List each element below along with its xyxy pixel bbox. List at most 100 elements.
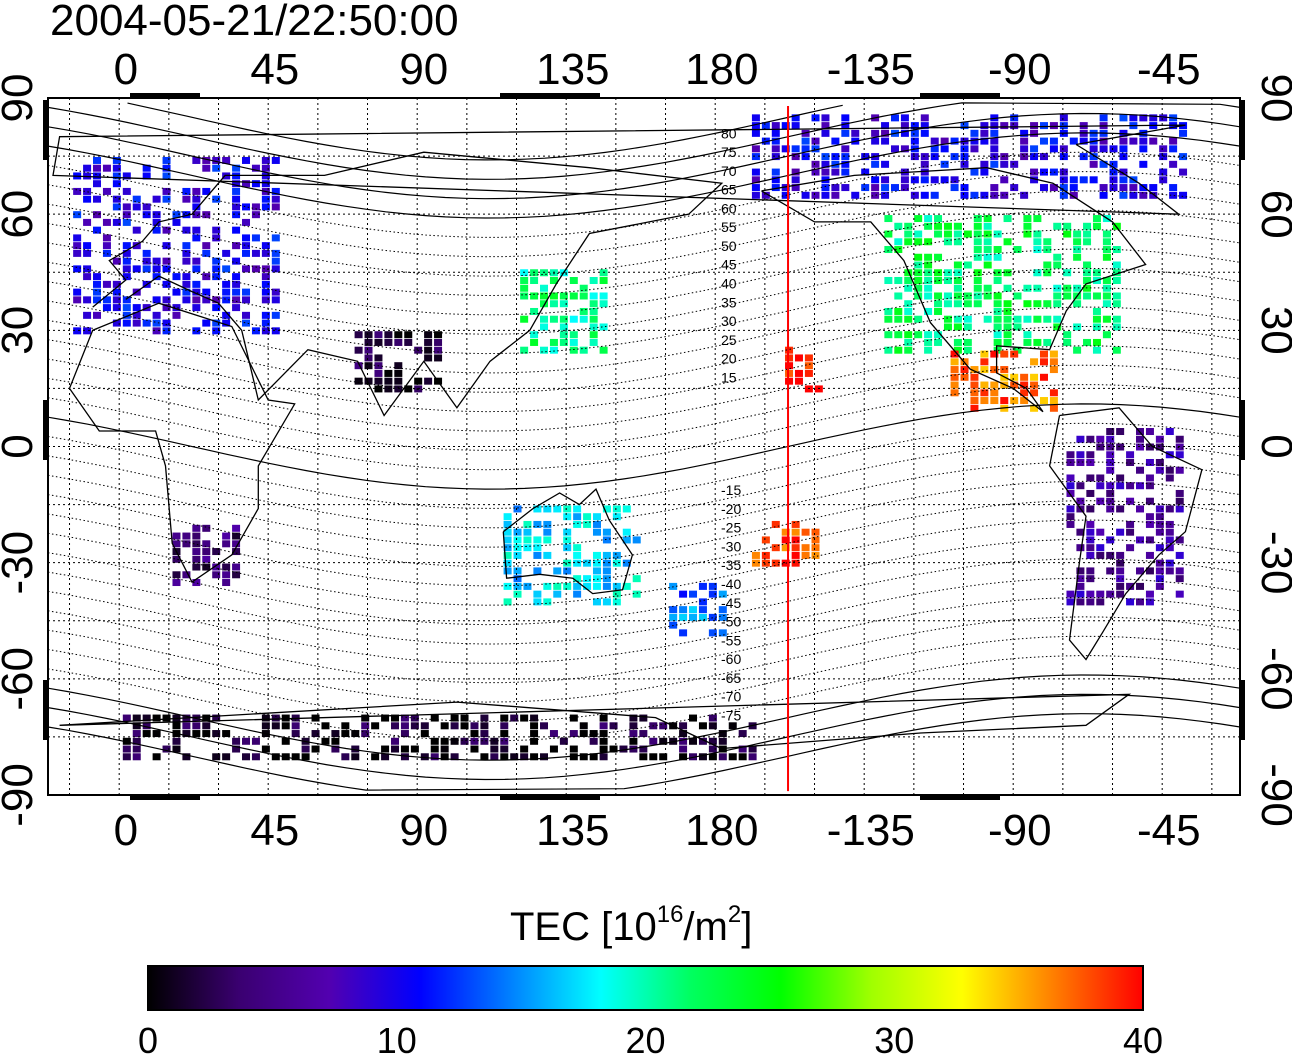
tec-cell bbox=[132, 226, 141, 234]
tec-cell bbox=[1033, 215, 1042, 223]
tec-cell bbox=[934, 307, 943, 315]
tec-cell bbox=[632, 575, 641, 583]
tec-cell bbox=[202, 187, 211, 195]
tec-cell bbox=[242, 156, 251, 164]
tec-cell bbox=[251, 753, 260, 761]
mag-lat-label: -15 bbox=[721, 482, 741, 498]
tec-cell bbox=[639, 714, 648, 722]
tec-cell bbox=[1083, 276, 1092, 284]
tec-cell bbox=[83, 249, 92, 257]
tec-cell bbox=[811, 145, 820, 153]
tec-cell bbox=[261, 327, 270, 335]
tec-cell bbox=[861, 168, 870, 176]
tec-cell bbox=[563, 582, 572, 590]
tec-cell bbox=[1106, 551, 1115, 559]
tec-cell bbox=[212, 730, 221, 738]
tec-cell bbox=[182, 257, 191, 265]
mag-lat-contour bbox=[47, 674, 1241, 761]
tec-cell bbox=[920, 160, 929, 168]
tec-cell bbox=[821, 191, 830, 199]
tec-cell bbox=[162, 319, 171, 327]
tec-cell bbox=[1066, 505, 1075, 513]
tec-cell bbox=[861, 184, 870, 192]
tec-cell bbox=[698, 753, 707, 761]
tec-cell bbox=[450, 753, 459, 761]
tec-cell bbox=[520, 753, 529, 761]
tec-cell bbox=[934, 300, 943, 308]
tec-cell bbox=[162, 242, 171, 250]
tec-cell bbox=[1155, 505, 1164, 513]
tec-cell bbox=[950, 176, 959, 184]
tec-cell bbox=[1043, 238, 1052, 246]
tec-cell bbox=[1145, 590, 1154, 598]
tec-cell bbox=[182, 280, 191, 288]
tec-cell bbox=[543, 528, 552, 536]
tec-region-south-america bbox=[1066, 428, 1184, 606]
tec-cell bbox=[480, 714, 489, 722]
tec-cell bbox=[301, 745, 310, 753]
tec-cell bbox=[563, 505, 572, 513]
tec-cell bbox=[162, 745, 171, 753]
tec-cell bbox=[1066, 590, 1075, 598]
tec-cell bbox=[980, 191, 989, 199]
tec-cell bbox=[540, 300, 549, 308]
tec-cell bbox=[321, 737, 330, 745]
colorbar-tick-label: 40 bbox=[1123, 1020, 1163, 1057]
tec-cell bbox=[761, 559, 770, 567]
tec-cell bbox=[434, 331, 443, 339]
tec-cell bbox=[1039, 122, 1048, 130]
tec-cell bbox=[291, 730, 300, 738]
colorbar-title: TEC [1016/m2] bbox=[510, 901, 753, 949]
tec-cell bbox=[943, 323, 952, 331]
tec-cell bbox=[182, 273, 191, 281]
tec-cell bbox=[811, 536, 820, 544]
tec-cell bbox=[602, 528, 611, 536]
tec-cell bbox=[1059, 114, 1068, 122]
tec-cell bbox=[112, 218, 121, 226]
tec-cell bbox=[771, 129, 780, 137]
tec-cell bbox=[1049, 122, 1058, 130]
tec-cell bbox=[881, 129, 890, 137]
tec-cell bbox=[83, 164, 92, 172]
tec-cell bbox=[1086, 489, 1095, 497]
tec-cell bbox=[1102, 238, 1111, 246]
tec-cell bbox=[794, 369, 803, 377]
tec-cell bbox=[993, 246, 1002, 254]
tec-cell bbox=[1049, 397, 1058, 405]
tec-cell bbox=[983, 284, 992, 292]
tec-cell bbox=[182, 288, 191, 296]
tec-cell bbox=[811, 137, 820, 145]
tec-cell bbox=[1096, 482, 1105, 490]
tec-cell bbox=[242, 737, 251, 745]
tec-cell bbox=[1106, 466, 1115, 474]
tec-cell bbox=[970, 191, 979, 199]
tec-cell bbox=[424, 338, 433, 346]
tec-cell bbox=[540, 315, 549, 323]
tec-cell bbox=[983, 238, 992, 246]
tec-cell bbox=[271, 288, 280, 296]
tec-cell bbox=[242, 234, 251, 242]
tec-cell bbox=[93, 311, 102, 319]
tec-cell bbox=[1116, 567, 1125, 575]
tec-cell bbox=[629, 714, 638, 722]
tec-cell bbox=[960, 160, 969, 168]
mag-lat-contour bbox=[47, 112, 1241, 200]
tec-cell bbox=[1145, 567, 1154, 575]
tec-cell bbox=[983, 315, 992, 323]
tec-cell bbox=[1039, 168, 1048, 176]
tec-cell bbox=[990, 366, 999, 374]
tec-cell bbox=[934, 338, 943, 346]
tec-cell bbox=[374, 338, 383, 346]
mag-lat-label: 25 bbox=[721, 332, 737, 348]
tec-cell bbox=[232, 226, 241, 234]
tec-cell bbox=[914, 276, 923, 284]
tec-cell bbox=[1089, 176, 1098, 184]
tec-cell bbox=[970, 129, 979, 137]
tec-cell bbox=[1159, 176, 1168, 184]
tec-cell bbox=[890, 184, 899, 192]
tec-cell bbox=[540, 722, 549, 730]
tec-region-europe bbox=[73, 156, 280, 335]
tec-cell bbox=[523, 536, 532, 544]
lon-label-bottom: 90 bbox=[399, 806, 448, 855]
tec-cell bbox=[232, 548, 241, 556]
